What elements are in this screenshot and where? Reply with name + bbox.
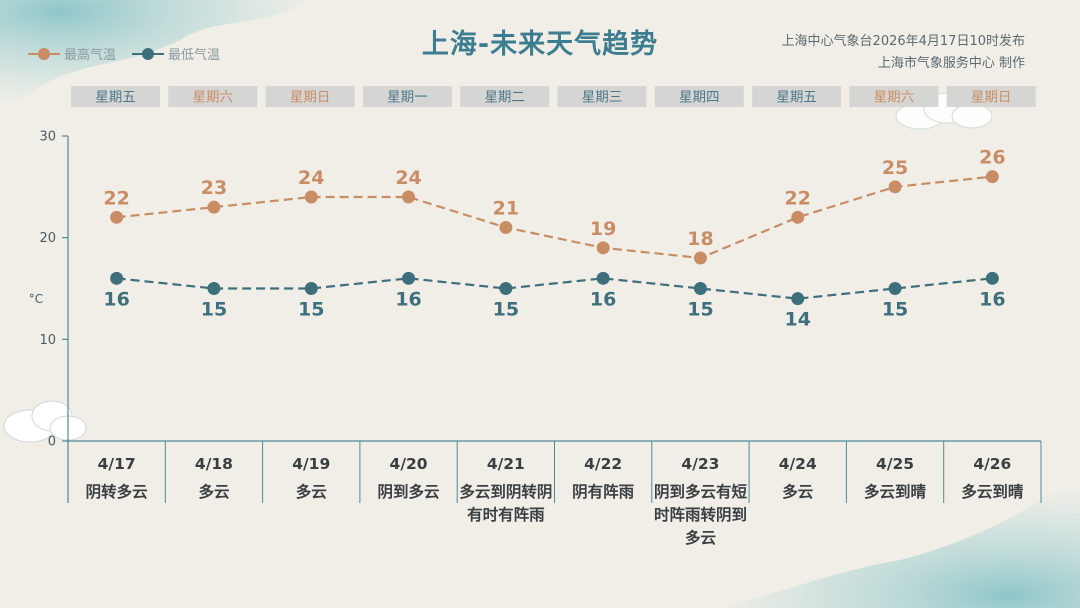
data-label-low: 15 — [201, 299, 227, 321]
y-tick-label: 30 — [39, 130, 56, 145]
weekday-label: 星期日 — [971, 90, 1012, 106]
data-label-low: 16 — [395, 288, 421, 310]
weekday-box — [946, 86, 1036, 107]
data-label-low: 14 — [785, 309, 811, 331]
issuer-line: 上海中心气象台2026年4月17日10时发布 — [781, 34, 1025, 49]
data-point-low — [402, 271, 416, 285]
data-point-low — [985, 271, 999, 285]
data-label-low: 15 — [882, 299, 908, 321]
data-label-low: 16 — [590, 288, 616, 310]
data-point-high — [304, 190, 318, 204]
data-point-low — [110, 271, 124, 285]
y-axis-unit: °C — [29, 292, 43, 306]
data-point-low — [207, 282, 221, 295]
weekday-label: 星期六 — [874, 90, 915, 106]
data-point-high — [402, 190, 416, 204]
legend-item-low: 最低气温 — [132, 44, 220, 63]
producer-line: 上海市气象服务中心 制作 — [877, 56, 1025, 71]
chart-legend: 最高气温 最低气温 — [28, 44, 236, 63]
data-label-low: 16 — [979, 288, 1005, 310]
y-tick-label: 0 — [48, 435, 56, 450]
y-tick-label: 10 — [39, 333, 56, 348]
data-label-high: 23 — [201, 177, 227, 199]
weekday-box — [265, 86, 355, 107]
date-label: 4/23 — [681, 455, 719, 473]
weekday-label: 星期五 — [776, 90, 817, 106]
weather-description: 多云 — [198, 482, 229, 501]
data-point-low — [304, 282, 318, 295]
weekday-label: 星期五 — [95, 90, 136, 106]
date-label: 4/17 — [98, 455, 136, 473]
weekday-box — [168, 86, 258, 107]
weekday-box — [460, 86, 550, 107]
weekday-box — [849, 86, 939, 107]
data-label-high: 22 — [103, 187, 129, 209]
legend-item-high: 最高气温 — [28, 44, 116, 63]
data-point-low — [596, 271, 610, 285]
data-label-high: 24 — [298, 167, 324, 189]
data-label-high: 21 — [493, 198, 519, 220]
weather-description: 多云 — [782, 482, 813, 501]
weekday-box — [752, 86, 842, 107]
data-point-high — [791, 210, 805, 224]
weather-description: 多云到晴 — [864, 482, 927, 501]
weather-description: 阴到多云 — [378, 482, 440, 501]
data-label-high: 19 — [590, 218, 616, 240]
data-point-high — [985, 170, 999, 184]
legend-marker-low — [132, 47, 165, 61]
data-point-high — [110, 210, 124, 224]
data-point-high — [693, 251, 707, 265]
date-label: 4/25 — [876, 455, 914, 473]
weekday-label: 星期二 — [484, 90, 525, 106]
series-line-high — [116, 175, 993, 260]
page-title: 上海-未来天气趋势 — [421, 29, 659, 60]
date-label: 4/22 — [584, 455, 622, 473]
weekday-label: 星期日 — [290, 90, 331, 106]
y-tick-label: 20 — [39, 231, 56, 246]
weather-description: 阴转多云 — [86, 482, 148, 501]
data-label-low: 15 — [298, 299, 324, 321]
data-point-low — [888, 282, 902, 295]
date-label: 4/24 — [779, 455, 817, 473]
data-label-low: 16 — [103, 288, 129, 310]
data-point-high — [499, 221, 513, 234]
data-label-high: 25 — [882, 157, 908, 179]
date-label: 4/18 — [195, 455, 233, 473]
data-label-high: 26 — [979, 147, 1005, 169]
weather-description: 阴到多云有短时阵雨转阴到多云 — [654, 482, 748, 547]
weekday-box — [654, 86, 744, 107]
weekday-label: 星期六 — [193, 90, 234, 106]
data-label-low: 15 — [493, 299, 519, 321]
weather-description: 阴有阵雨 — [572, 482, 634, 501]
legend-label-low: 最低气温 — [168, 48, 221, 63]
data-label-high: 22 — [785, 187, 811, 209]
data-point-high — [888, 180, 902, 194]
weekday-label: 星期一 — [387, 90, 428, 106]
data-label-high: 24 — [395, 167, 421, 189]
weather-description: 多云到阴转阴有时有阵雨 — [459, 482, 552, 524]
data-label-low: 15 — [687, 299, 713, 321]
legend-label-high: 最高气温 — [64, 48, 117, 63]
date-label: 4/20 — [390, 455, 428, 473]
weekday-box — [362, 86, 452, 107]
data-point-low — [693, 282, 707, 295]
weather-description: 多云 — [296, 482, 327, 501]
data-point-high — [596, 241, 610, 255]
legend-marker-high — [28, 47, 60, 61]
data-label-high: 18 — [687, 228, 713, 250]
date-label: 4/21 — [487, 455, 525, 473]
weekday-label: 星期三 — [582, 90, 623, 106]
weekday-box — [71, 86, 160, 107]
series-line-low — [116, 277, 993, 300]
data-point-low — [499, 282, 513, 295]
weekday-label: 星期四 — [679, 90, 720, 106]
data-point-high — [207, 200, 221, 214]
data-point-low — [791, 292, 805, 306]
weekday-box — [557, 86, 647, 107]
weather-description: 多云到晴 — [961, 482, 1024, 501]
date-label: 4/19 — [292, 455, 330, 473]
date-label: 4/26 — [973, 455, 1011, 473]
